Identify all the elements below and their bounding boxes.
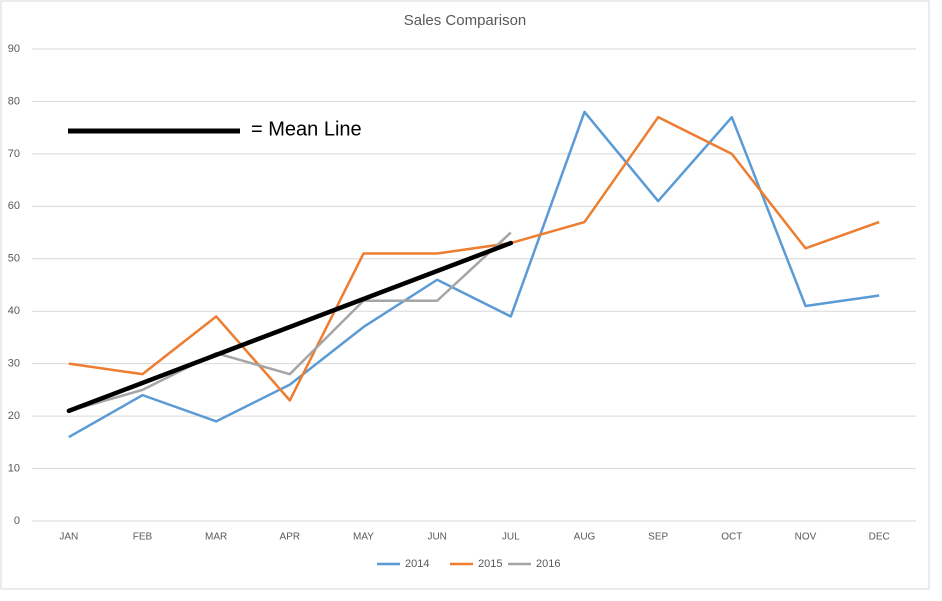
x-tick-label: JAN [59,532,78,543]
x-tick-label: NOV [795,532,817,543]
annotation: = Mean Line [251,118,362,140]
mean-line [66,240,514,414]
x-tick-label: FEB [133,532,153,543]
legend-label: 2016 [536,558,560,570]
y-tick-label: 0 [14,515,20,527]
x-tick-label: JUL [502,532,520,543]
x-tick-label: MAY [353,532,374,543]
legend-label: 2014 [405,558,429,570]
y-tick-label: 20 [8,410,20,422]
y-tick-label: 70 [8,148,20,160]
x-tick-label: APR [280,532,301,543]
y-tick-label: 50 [8,253,20,265]
x-tick-label: AUG [574,532,596,543]
y-tick-label: 30 [8,358,20,370]
y-tick-label: 40 [8,305,20,317]
x-tick-label: DEC [869,532,890,543]
y-tick-label: 90 [8,43,20,55]
x-tick-label: MAR [205,532,227,543]
y-tick-label: 60 [8,200,20,212]
chart-title: Sales Comparison [404,12,527,29]
legend-label: 2015 [478,558,502,570]
series-line [68,115,880,402]
series-line [68,110,880,439]
x-tick-label: SEP [648,532,668,543]
x-tick-label: OCT [721,532,742,543]
y-tick-label: 80 [8,95,20,107]
x-tick-label: JUN [427,532,446,543]
series-line [68,231,512,413]
y-tick-label: 10 [8,462,20,474]
